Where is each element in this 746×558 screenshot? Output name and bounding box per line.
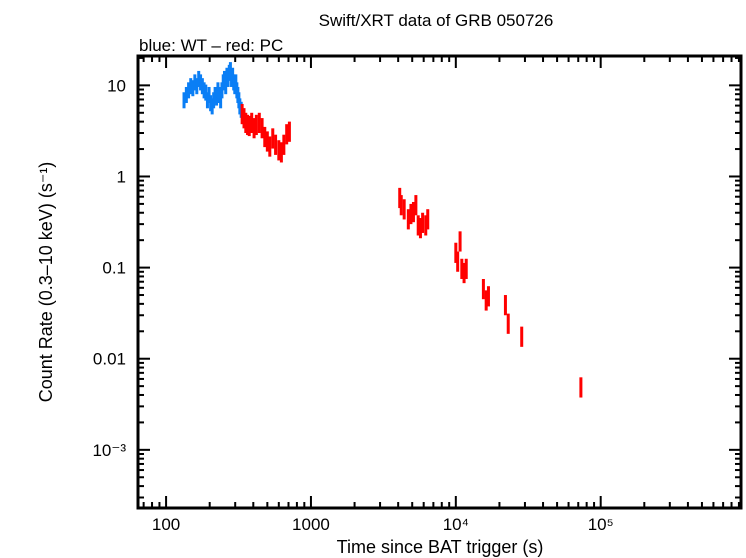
data-point [282,134,286,155]
data-point [277,140,281,161]
data-point [207,86,211,104]
data-point [406,209,410,230]
x-tick-label: 1000 [292,515,330,534]
data-point [402,199,406,220]
data-point [274,134,278,155]
data-point [481,278,485,300]
data-point [460,258,464,279]
y-tick-label: 0.1 [102,259,126,278]
data-point [484,290,488,311]
data-point [409,203,413,225]
data-point [187,82,191,99]
x-tick-label: 10⁴ [443,515,469,534]
plot-frame [136,54,743,510]
x-tick-label: 100 [152,515,180,534]
data-point [265,131,269,152]
data-point [257,112,261,134]
data-point [421,212,425,233]
y-tick-label: 10⁻³ [92,441,126,460]
data-point [520,326,524,347]
y-axis-label: Count Rate (0.3–10 keV) (s⁻¹) [36,162,56,403]
series-wt [182,62,243,118]
data-point [182,92,186,109]
y-tick-label: 1 [117,167,126,186]
chart-title: Swift/XRT data of GRB 050726 [319,11,554,30]
data-point [503,295,507,316]
data-point [260,118,264,139]
y-tick-label: 10 [107,76,126,95]
data-point [204,84,208,101]
data-point [506,313,510,334]
series-pc [240,103,583,398]
data-point [414,195,418,216]
data-point [252,118,256,139]
data-point [418,218,422,239]
data-point [254,114,258,136]
data-point [458,231,462,252]
chart-subtitle: blue: WT – red: PC [139,36,283,55]
data-point [250,112,254,134]
data-point [486,286,490,307]
data-point [287,121,291,142]
data-point [416,215,420,236]
data-point [184,86,188,104]
data-point [462,262,466,284]
data-point [411,201,415,223]
data-point [279,142,283,163]
data-point [247,115,251,137]
data-point [399,195,403,216]
data-point [456,251,460,272]
data-point [464,258,468,279]
x-axis-label: Time since BAT trigger (s) [337,537,544,557]
data-point [268,136,272,157]
x-tick-label: 10⁵ [588,515,614,534]
data-point [271,128,275,149]
y-tick-label: 0.01 [93,350,126,369]
data-point [579,377,583,398]
data-point [263,126,267,148]
data-point [285,124,289,145]
data-point [426,209,430,230]
